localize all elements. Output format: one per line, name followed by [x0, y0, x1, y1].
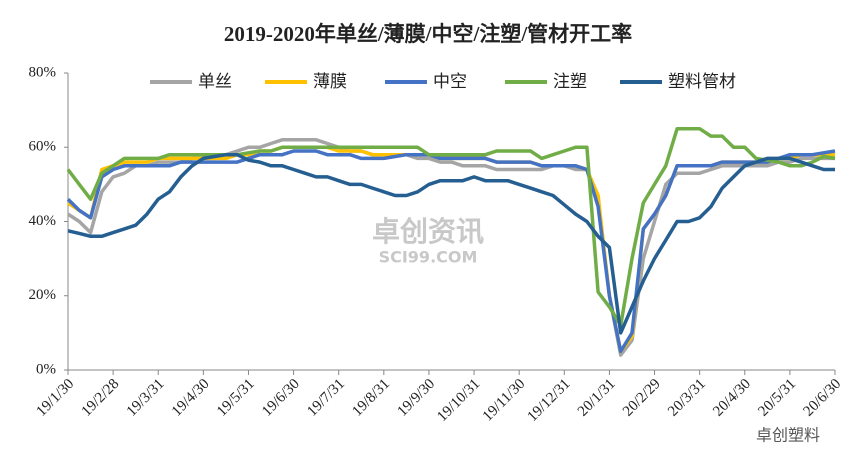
y-tick-label: 0% — [36, 361, 56, 377]
legend-label: 塑料管材 — [668, 72, 736, 92]
chart-title: 2019-2020年单丝/薄膜/中空/注塑/管材开工率 — [224, 22, 632, 46]
corner-brand: 卓创塑料 — [756, 426, 820, 445]
y-tick-label: 80% — [29, 64, 57, 80]
y-tick-label: 60% — [29, 139, 57, 155]
legend-label: 注塑 — [553, 72, 587, 92]
y-tick-label: 20% — [29, 287, 57, 303]
legend-label: 中空 — [433, 72, 467, 92]
watermark: 卓创资讯 — [372, 215, 484, 248]
legend-label: 单丝 — [198, 72, 232, 92]
y-tick-label: 40% — [29, 213, 57, 229]
series-line — [66, 126, 836, 328]
watermark: SCI99.COM — [379, 248, 478, 267]
series-line — [67, 152, 835, 335]
legend-label: 薄膜 — [313, 72, 347, 92]
